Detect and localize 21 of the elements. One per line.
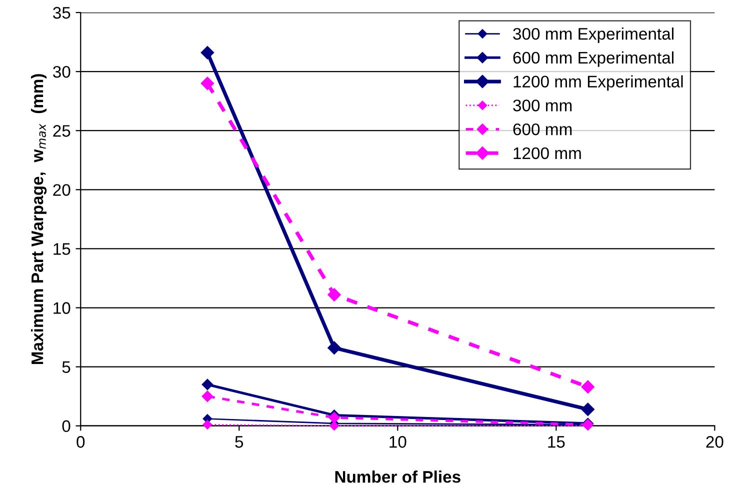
x-tick-label: 20 (706, 436, 724, 448)
x-tick-label: 5 (235, 436, 244, 448)
y-axis-title: Maximum Part Warpage, w$_{max}$ (mm) (30, 74, 47, 364)
legend-label: 600 mm (513, 123, 572, 136)
legend-label: 300 mm Experimental (513, 28, 674, 44)
y-tick-label: 0 (62, 420, 70, 432)
x-tick-label: 15 (548, 436, 565, 448)
y-tick-label: 5 (62, 361, 70, 374)
legend-label: 300 mm (513, 100, 572, 112)
x-axis-title: Number of Plies (335, 470, 460, 483)
y-tick-label: 10 (54, 302, 70, 314)
y-tick-label: 35 (53, 6, 70, 19)
y-tick-label: 20 (53, 184, 70, 196)
x-tick-label: 0 (76, 436, 85, 448)
legend-label: 1200 mm (514, 147, 581, 160)
legend-label: 1200 mm Experimental (514, 75, 683, 91)
y-tick-label: 15 (54, 243, 70, 255)
y-tick-label: 30 (53, 66, 70, 78)
y-tick-label: 25 (53, 125, 70, 137)
legend-label: 600 mm Experimental (513, 51, 674, 67)
x-tick-label: 10 (390, 436, 406, 448)
